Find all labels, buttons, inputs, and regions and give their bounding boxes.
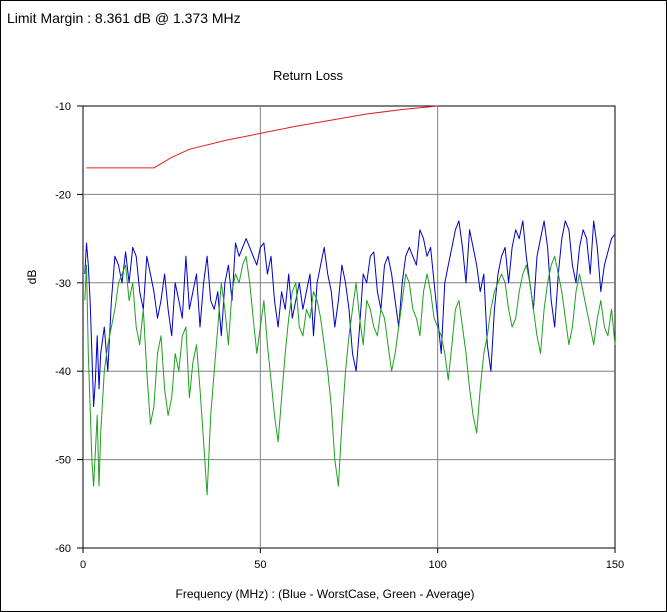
- series-layer: [84, 105, 616, 496]
- series-line-average: [84, 255, 616, 496]
- plot-area: [82, 105, 616, 549]
- y-tick-label: -40: [55, 366, 71, 378]
- x-tick-label: 150: [606, 559, 624, 571]
- y-axis-label: dB: [25, 270, 39, 285]
- series-line-worstcase: [84, 220, 616, 408]
- y-tick-label: -60: [55, 543, 71, 555]
- x-tick-label: 50: [254, 559, 266, 571]
- limit-margin-label: Limit Margin : 8.361 dB @ 1.373 MHz: [7, 10, 241, 26]
- y-tick-label: -20: [55, 189, 71, 201]
- series-line-limit: [86, 105, 438, 169]
- x-axis-label: Frequency (MHz) : (Blue - WorstCase, Gre…: [176, 587, 475, 601]
- y-tick-label: -50: [55, 455, 71, 467]
- y-tick-label: -10: [55, 101, 71, 113]
- chart-title: Return Loss: [273, 68, 344, 83]
- y-tick-label: -30: [55, 278, 71, 290]
- x-tick-label: 0: [80, 559, 86, 571]
- axis-ticks: 0 50 100 150 -10 -20 -30 -40 -50 -60: [55, 101, 624, 571]
- x-tick-label: 100: [428, 559, 446, 571]
